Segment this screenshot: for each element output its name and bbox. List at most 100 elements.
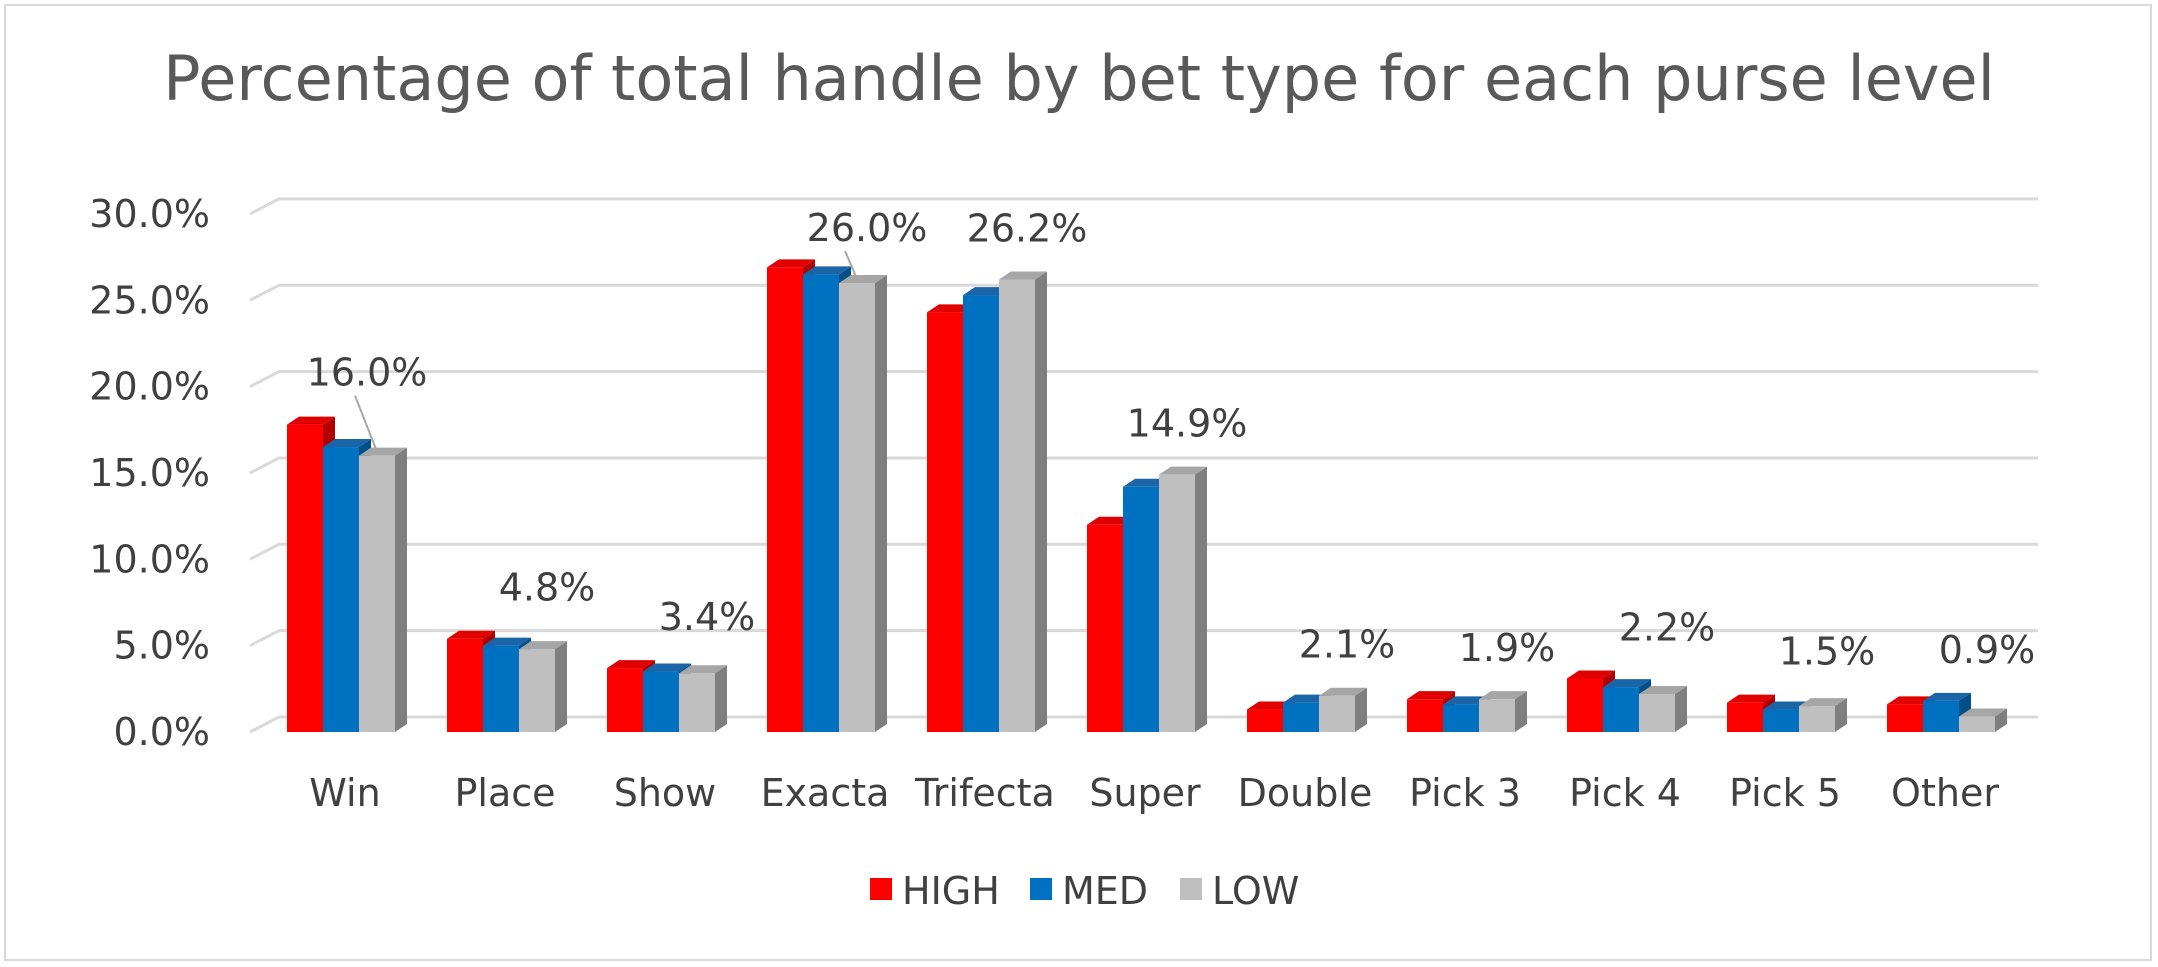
data-label: 26.2%	[967, 207, 1088, 251]
legend-swatch	[1180, 878, 1202, 900]
gridline	[249, 542, 2038, 561]
bar-top	[607, 660, 655, 669]
bar-front	[963, 295, 999, 732]
x-tick-label: Super	[1089, 771, 1201, 815]
bar-front	[1639, 694, 1675, 732]
bar-top	[1407, 691, 1455, 700]
bar-front	[1763, 709, 1799, 732]
data-label-leader	[354, 395, 378, 453]
bar-top	[839, 274, 887, 283]
bar-side	[555, 641, 567, 732]
bar-low	[999, 271, 1047, 732]
bar-front	[1727, 702, 1763, 732]
y-tick-label: 20.0%	[89, 365, 210, 409]
bar-front	[447, 638, 483, 732]
bar-top	[519, 641, 567, 650]
legend-label: LOW	[1212, 869, 1299, 913]
bar-front	[287, 424, 323, 732]
bar-top	[1639, 686, 1687, 695]
legend-swatch	[1030, 878, 1052, 900]
bar-front	[1887, 704, 1923, 732]
bar-front	[607, 668, 643, 732]
x-tick-label: Pick 4	[1569, 771, 1681, 815]
chart-title: Percentage of total handle by bet type f…	[163, 42, 1995, 115]
bar-front	[999, 279, 1035, 732]
bar-front	[519, 649, 555, 732]
bar-side	[1355, 687, 1367, 732]
bar-top	[1479, 691, 1527, 700]
bar-front	[1247, 709, 1283, 732]
bar-side	[1675, 686, 1687, 732]
bar-front	[1319, 695, 1355, 732]
bar-side	[1035, 271, 1047, 732]
bar-top	[359, 447, 407, 456]
bar-front	[1443, 704, 1479, 732]
data-label: 3.4%	[659, 595, 756, 639]
x-tick-label: Double	[1238, 771, 1373, 815]
x-tick-label: Pick 5	[1729, 771, 1841, 815]
bar-low	[1479, 691, 1527, 732]
x-tick-label: Pick 3	[1409, 771, 1521, 815]
x-tick-label: Other	[1891, 771, 1999, 815]
x-tick-label: Show	[614, 771, 717, 815]
bar-top	[483, 637, 531, 646]
legend-item-med: MED	[1030, 869, 1148, 913]
bar-front	[1567, 678, 1603, 732]
bar-front	[1087, 524, 1123, 732]
bar-side	[875, 274, 887, 732]
bar-top	[447, 630, 495, 639]
bar-top	[287, 416, 335, 425]
legend-item-high: HIGH	[870, 869, 1000, 913]
bar-side	[395, 447, 407, 732]
bar-low	[359, 447, 407, 732]
bar-top	[1159, 466, 1207, 475]
bar-front	[483, 645, 519, 732]
data-label: 16.0%	[307, 351, 428, 395]
bar-low	[1639, 686, 1687, 732]
bar-side	[1835, 698, 1847, 732]
bar-top	[1567, 670, 1615, 679]
y-tick-label: 25.0%	[89, 278, 210, 322]
gridline	[249, 629, 2038, 647]
x-tick-label: Win	[309, 771, 380, 815]
bar-front	[323, 447, 359, 732]
gridline	[249, 370, 2038, 388]
bar-top	[803, 266, 851, 275]
bar-front	[1603, 687, 1639, 732]
y-tick-label: 15.0%	[89, 451, 210, 495]
bar-top	[999, 271, 1047, 280]
y-tick-label: 30.0%	[89, 192, 210, 236]
x-tick-label: Trifecta	[914, 771, 1055, 815]
bar-top	[679, 665, 727, 674]
gridline	[249, 283, 2038, 302]
bar-front	[1923, 700, 1959, 732]
bar-front	[1799, 706, 1835, 732]
bar-side	[1195, 466, 1207, 732]
bar-front	[643, 671, 679, 732]
y-tick-label: 10.0%	[89, 537, 210, 581]
bar-low	[679, 665, 727, 732]
legend-label: HIGH	[902, 869, 1000, 913]
bar-top	[1319, 687, 1367, 696]
bar-front	[1479, 699, 1515, 732]
data-label: 1.5%	[1779, 630, 1876, 674]
bar-low	[1319, 687, 1367, 732]
y-tick-label: 5.0%	[113, 624, 210, 668]
bar-top	[1603, 679, 1651, 688]
bar-top	[1727, 694, 1775, 703]
bar-front	[767, 267, 803, 732]
bar-front	[1407, 699, 1443, 732]
bar-front	[1959, 716, 1995, 732]
bar-low	[1159, 466, 1207, 732]
data-label: 0.9%	[1939, 628, 2036, 672]
bar-front	[359, 455, 395, 732]
bar-front	[679, 673, 715, 732]
data-label: 2.1%	[1299, 623, 1396, 667]
gridline	[249, 456, 2038, 475]
x-tick-label: Exacta	[761, 771, 890, 815]
bar-low	[1799, 698, 1847, 732]
data-label: 1.9%	[1459, 626, 1556, 670]
legend-swatch	[870, 878, 892, 900]
data-label: 2.2%	[1619, 605, 1716, 649]
bar-top	[323, 439, 371, 448]
